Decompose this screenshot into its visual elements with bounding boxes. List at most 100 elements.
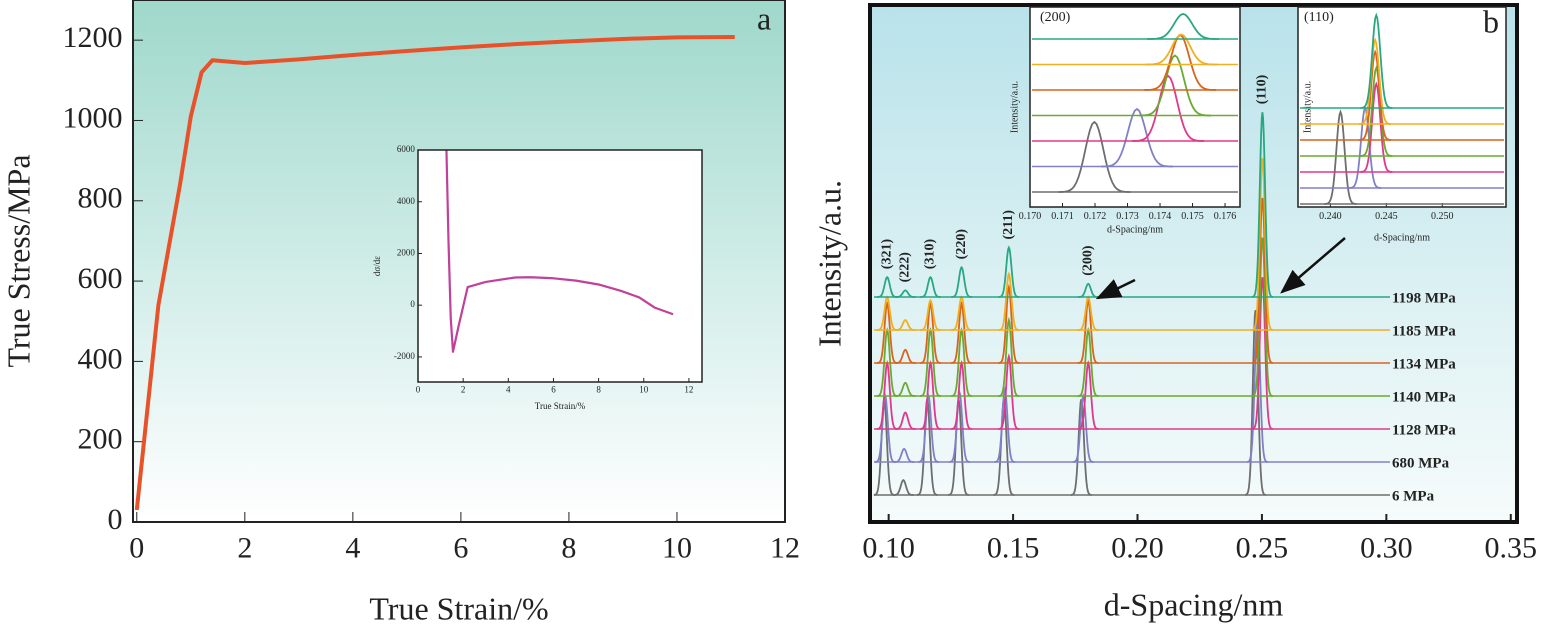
peak (1058, 120, 1131, 193)
peak (1324, 109, 1357, 205)
peak (951, 265, 973, 298)
peak (1251, 277, 1273, 430)
peak (1360, 65, 1393, 157)
peak (1244, 310, 1266, 496)
peak (1077, 282, 1099, 298)
inset-title: (200) (1040, 10, 1071, 25)
x-axis-label: True Strain/% (369, 590, 548, 626)
x-tick-label: 0 (416, 385, 421, 395)
x-tick-label: 0.30 (1360, 531, 1413, 564)
inset-200-background (1030, 7, 1240, 207)
peak (1251, 112, 1273, 298)
x-axis-label: d-Spacing/nm (1107, 224, 1163, 235)
peak-label: (321) (879, 239, 894, 270)
peak (994, 386, 1016, 463)
x-tick-label: 0.245 (1375, 211, 1398, 222)
x-tick-label: 0.250 (1431, 211, 1454, 222)
x-axis-label: d-Spacing/nm (1104, 586, 1284, 622)
peak (920, 275, 941, 298)
peak-label: (211) (1001, 210, 1016, 240)
panel-label: a (757, 0, 771, 36)
plot-frame (1029, 6, 1241, 208)
y-tick-label: 2000 (397, 248, 416, 258)
arrow (1280, 237, 1346, 294)
peak (892, 479, 914, 496)
y-tick-label: 400 (78, 342, 123, 375)
peak (1360, 81, 1393, 173)
y-tick-label: -2000 (394, 351, 415, 361)
plot-frame (417, 149, 703, 383)
peak (1360, 12, 1393, 109)
y-tick-label: 200 (78, 423, 123, 456)
y-tick-label: 0 (108, 503, 123, 536)
peak (1251, 197, 1273, 364)
peak (1077, 297, 1099, 364)
x-tick-label: 0.175 (1181, 211, 1204, 222)
x-tick-label: 2 (461, 385, 466, 395)
x-tick-label: 2 (237, 531, 252, 564)
x-tick-label: 6 (551, 385, 556, 395)
peak-label: (110) (1255, 74, 1270, 104)
peak (894, 289, 916, 298)
peak (1145, 33, 1218, 66)
y-axis-label: dσ/dε (372, 256, 382, 276)
peak-label: (220) (954, 229, 969, 260)
panel-label: b (1483, 3, 1499, 39)
peak (1359, 37, 1392, 125)
legend-label: 6 MPa (1392, 488, 1435, 504)
legend-label: 680 MPa (1392, 455, 1450, 471)
y-tick-label: 1000 (63, 101, 123, 134)
peak (998, 245, 1020, 298)
peak (894, 319, 916, 331)
peak-label: (200) (1080, 245, 1095, 276)
inset-title: (110) (1304, 10, 1334, 25)
peak (1070, 399, 1092, 496)
x-tick-label: 0.240 (1319, 211, 1342, 222)
peak-label: (222) (898, 252, 913, 283)
y-axis-label: Intensity/a.u. (1009, 81, 1020, 133)
peak (998, 283, 1020, 364)
x-tick-label: 10 (662, 531, 692, 564)
peak (920, 298, 941, 331)
x-tick-label: 0.10 (862, 531, 915, 564)
peak (894, 411, 916, 430)
x-tick-label: 12 (684, 385, 693, 395)
x-axis-label: d-Spacing/nm (1374, 232, 1430, 243)
chart: 0.170 0.171 0.172 0.173 0.174 0.175 0.176 d-Spa… (1009, 6, 1241, 235)
x-tick-label: 8 (596, 385, 601, 395)
data-line (134, 34, 735, 511)
y-axis-label: Intensity/a.u. (811, 180, 847, 347)
x-tick-label: 8 (561, 531, 576, 564)
peak (876, 300, 898, 364)
x-tick-label: 0.20 (1111, 531, 1164, 564)
x-tick-label: 12 (770, 531, 800, 564)
y-axis-label: Intensity/a.u. (1302, 81, 1313, 133)
y-tick-label: 6000 (397, 144, 416, 154)
x-tick-label: 0 (129, 531, 144, 564)
x-tick-label: 0.170 (1019, 211, 1042, 222)
peak (1251, 237, 1273, 397)
y-axis-label: True Stress/MPa (0, 154, 36, 367)
peak (998, 271, 1020, 331)
plot-frame (868, 3, 1519, 524)
inset-a-background (418, 150, 702, 382)
x-tick-label: 0.176 (1214, 211, 1237, 222)
peak (1138, 54, 1211, 117)
x-axis-label: True Strain/% (535, 401, 586, 411)
peak (876, 275, 898, 298)
x-tick-label: 0.35 (1485, 531, 1538, 564)
peak (893, 447, 915, 463)
y-tick-label: 4000 (397, 196, 416, 206)
legend-label: 1134 MPa (1392, 356, 1456, 372)
y-tick-label: 600 (78, 262, 123, 295)
x-tick-label: 4 (506, 385, 511, 395)
peak-label: (310) (923, 239, 938, 270)
plot-frame (1297, 6, 1507, 208)
peak (1132, 74, 1205, 142)
arrow (1095, 278, 1136, 300)
x-tick-label: 0.174 (1149, 211, 1172, 222)
peak (998, 316, 1020, 397)
